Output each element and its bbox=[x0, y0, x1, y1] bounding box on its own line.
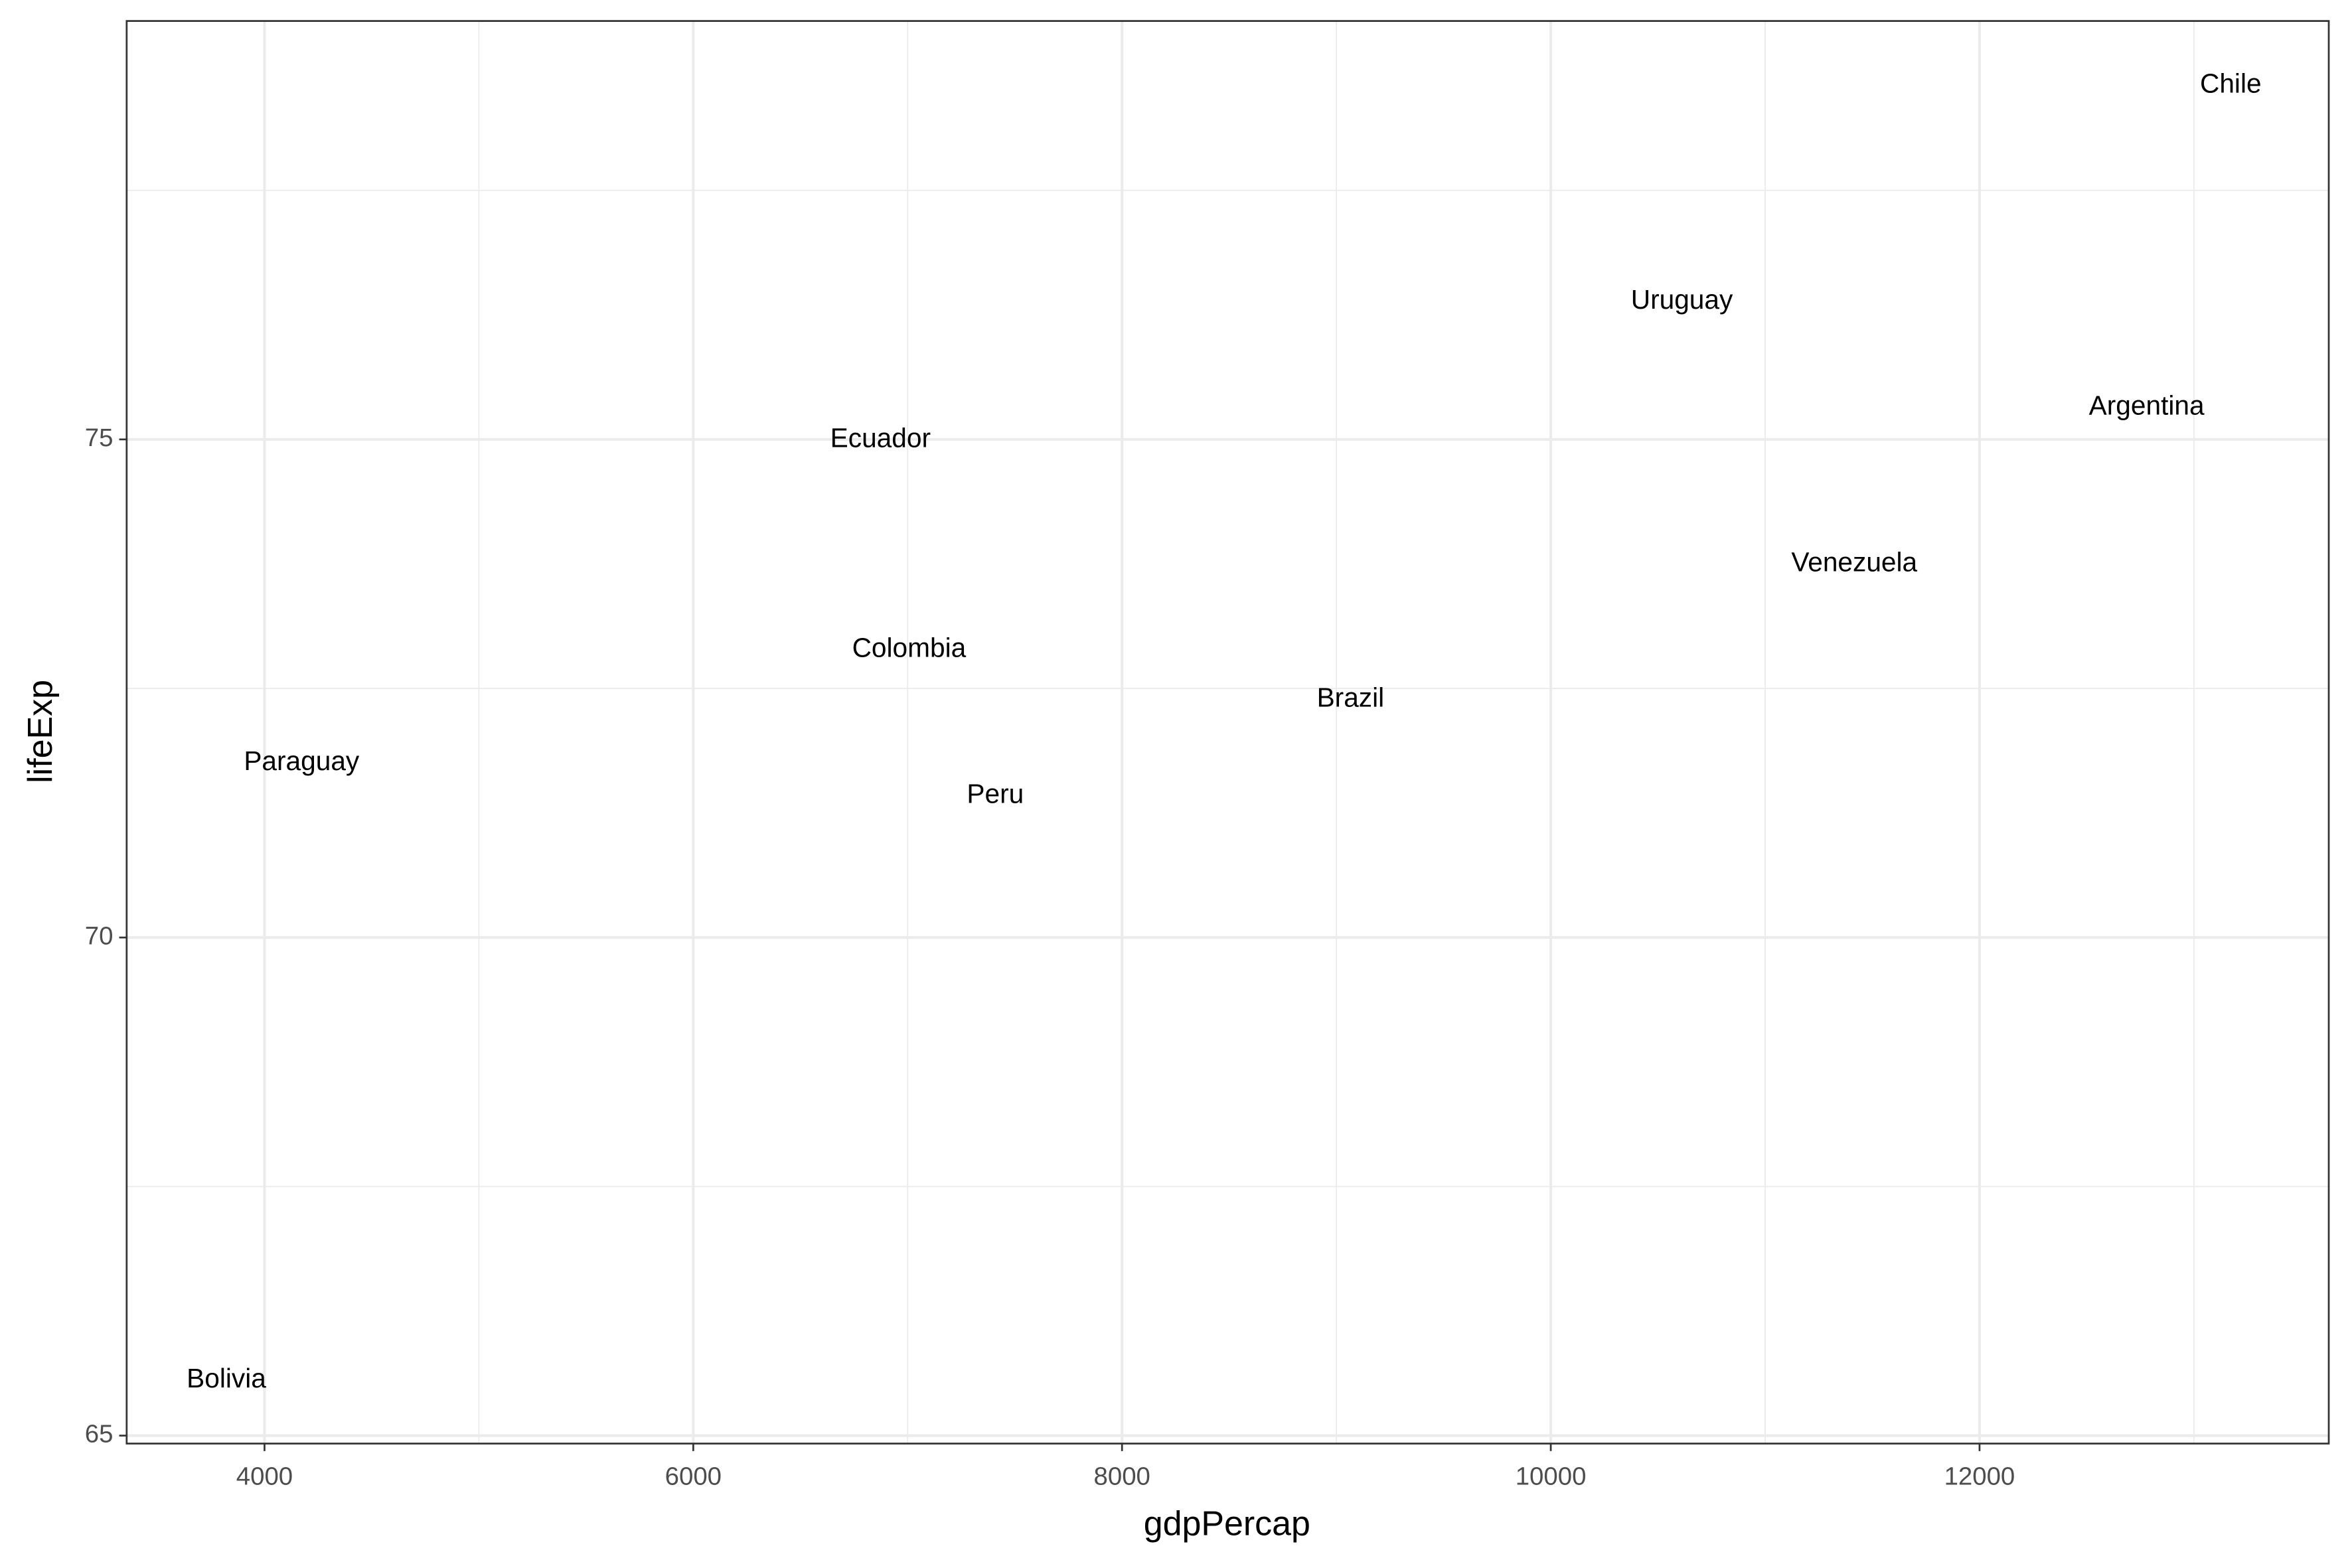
panel-border bbox=[125, 20, 2330, 1445]
point-label: Colombia bbox=[852, 632, 967, 663]
x-axis-title: gdpPercap bbox=[1144, 1504, 1310, 1543]
point-label: Venezuela bbox=[1791, 547, 1917, 578]
x-tick-label: 4000 bbox=[236, 1462, 293, 1491]
point-label: Paraguay bbox=[244, 745, 360, 776]
x-tick-label: 12000 bbox=[1944, 1462, 2015, 1491]
point-label: Chile bbox=[2200, 68, 2262, 98]
y-tick-label: 75 bbox=[85, 424, 114, 452]
point-label: Brazil bbox=[1317, 682, 1385, 712]
marks: Argentina Bolivia Brazil Chile Colombia Ecuad… bbox=[187, 68, 2261, 1393]
point-label: Peru bbox=[967, 779, 1024, 809]
grid bbox=[126, 21, 2329, 1444]
x-tick-label: 10000 bbox=[1516, 1462, 1587, 1491]
axes: 4000 6000 8000 10000 12000 65 70 75 bbox=[85, 424, 2015, 1491]
x-tick-label: 8000 bbox=[1094, 1462, 1150, 1491]
y-axis-title: lifeExp bbox=[21, 680, 60, 783]
point-label: Argentina bbox=[2089, 390, 2205, 421]
y-tick-label: 65 bbox=[85, 1420, 114, 1449]
x-tick-label: 6000 bbox=[665, 1462, 722, 1491]
point-label: Ecuador bbox=[830, 423, 931, 453]
point-label: Bolivia bbox=[187, 1363, 266, 1393]
y-tick-label: 70 bbox=[85, 921, 114, 950]
point-label: Uruguay bbox=[1631, 284, 1733, 315]
